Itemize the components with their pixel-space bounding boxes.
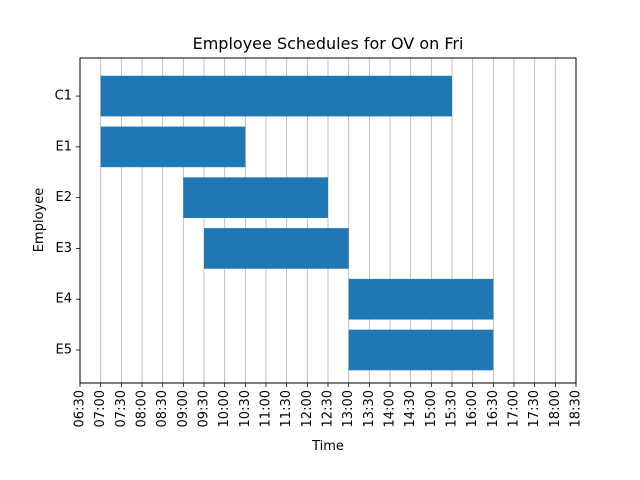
x-axis-title: Time	[311, 439, 344, 454]
x-tick-label: 13:30	[362, 390, 377, 427]
y-tick-label: E2	[56, 190, 73, 205]
shift-bar	[204, 228, 349, 269]
x-tick-label: 16:30	[486, 390, 501, 427]
x-tick-label: 07:30	[114, 390, 129, 427]
y-axis-ticks: C1 E1 E2 E3 E4 E5	[55, 89, 80, 357]
x-tick-label: 06:30	[73, 390, 88, 427]
shift-bar	[100, 126, 246, 168]
x-tick-label: 09:30	[197, 390, 212, 427]
shift-bar	[348, 329, 494, 371]
x-tick-label: 17:00	[507, 390, 522, 427]
shift-bar	[100, 75, 453, 117]
x-tick-label: 18:30	[569, 390, 584, 427]
x-tick-label: 15:00	[424, 390, 439, 427]
x-tick-label: 08:00	[135, 390, 150, 427]
x-tick-label: 15:30	[445, 390, 460, 427]
y-axis-title: Employee	[32, 188, 47, 252]
y-tick-label: E3	[56, 241, 73, 256]
x-tick-label: 12:30	[321, 390, 336, 427]
x-axis-ticks: 06:30 07:00 07:30 08:00 08:30 09:00 09:30 10:00…	[73, 383, 584, 427]
x-tick-label: 10:30	[238, 390, 253, 427]
x-tick-label: 14:30	[403, 390, 418, 427]
x-tick-label: 07:00	[93, 390, 108, 427]
x-tick-label: 09:00	[176, 390, 191, 427]
shift-bars	[100, 75, 494, 371]
x-tick-label: 14:00	[383, 390, 398, 427]
x-tick-label: 11:30	[279, 390, 294, 427]
x-tick-label: 13:00	[341, 390, 356, 427]
y-tick-label: E4	[56, 292, 73, 307]
x-tick-label: 08:30	[155, 390, 170, 427]
shift-bar	[348, 278, 494, 320]
y-tick-label: E5	[56, 342, 73, 357]
y-tick-label: E1	[56, 139, 73, 154]
x-tick-label: 17:30	[527, 390, 542, 427]
x-tick-label: 10:00	[217, 390, 232, 427]
shift-bar	[183, 177, 328, 218]
x-tick-label: 11:00	[259, 390, 274, 427]
x-tick-label: 16:00	[465, 390, 480, 427]
chart-title: Employee Schedules for OV on Fri	[193, 34, 464, 53]
x-tick-label: 18:00	[548, 390, 563, 427]
x-tick-label: 12:00	[300, 390, 315, 427]
y-tick-label: C1	[55, 89, 72, 104]
